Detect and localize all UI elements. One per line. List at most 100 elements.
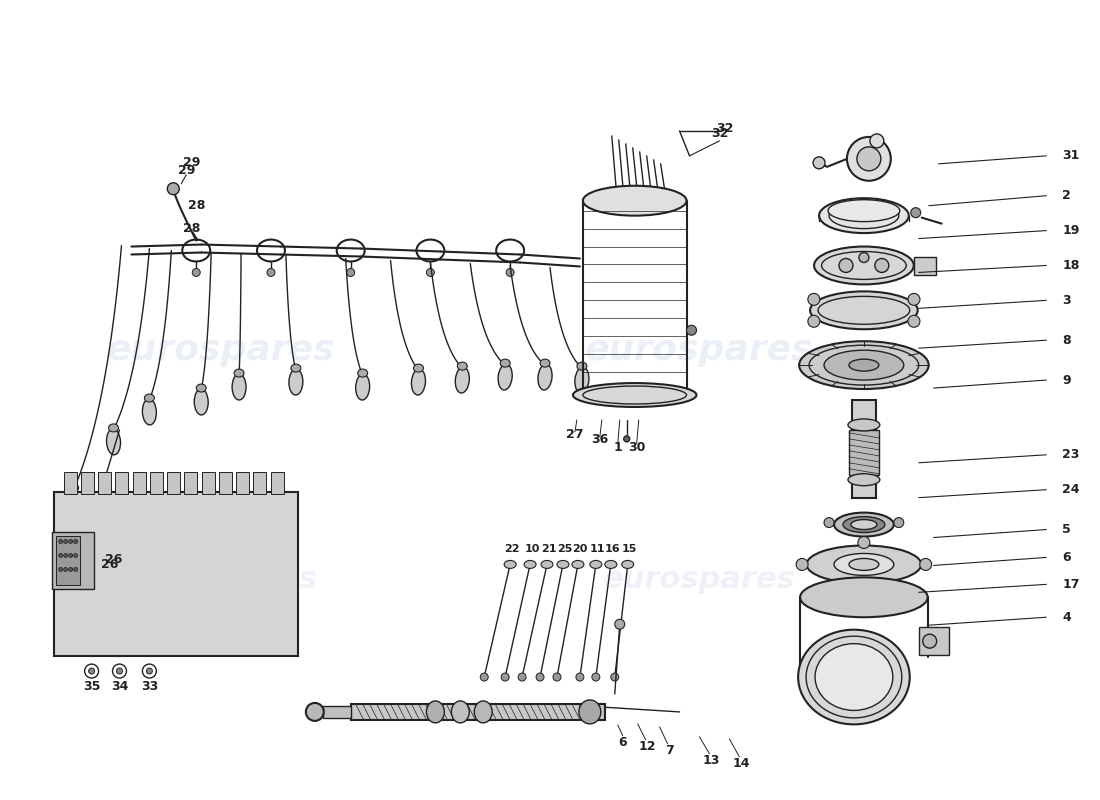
Ellipse shape [232, 374, 246, 400]
Bar [116, 472, 129, 494]
Circle shape [192, 269, 200, 277]
Ellipse shape [234, 369, 244, 377]
Ellipse shape [414, 364, 424, 372]
Ellipse shape [810, 291, 917, 330]
Circle shape [74, 539, 78, 543]
Text: 20: 20 [572, 545, 587, 554]
Bar [849, 430, 879, 474]
Circle shape [89, 668, 95, 674]
Ellipse shape [196, 384, 206, 392]
Circle shape [908, 294, 920, 306]
Circle shape [167, 182, 179, 194]
Ellipse shape [834, 554, 894, 575]
Text: 14: 14 [733, 758, 750, 770]
Ellipse shape [815, 644, 893, 710]
Circle shape [859, 253, 869, 262]
Ellipse shape [575, 367, 589, 393]
Circle shape [911, 208, 921, 218]
Ellipse shape [820, 198, 909, 233]
Ellipse shape [458, 362, 468, 370]
Bar [219, 472, 232, 494]
Circle shape [58, 554, 63, 558]
Circle shape [502, 673, 509, 681]
Ellipse shape [848, 474, 880, 486]
Bar [150, 472, 163, 494]
Bar [851, 400, 876, 498]
Ellipse shape [504, 561, 516, 569]
Text: 28: 28 [187, 199, 205, 212]
Text: eurospares: eurospares [124, 565, 318, 594]
Ellipse shape [67, 489, 80, 514]
Ellipse shape [824, 350, 904, 380]
Circle shape [68, 554, 73, 558]
Circle shape [858, 537, 870, 549]
Text: 18: 18 [1063, 259, 1079, 272]
Circle shape [146, 668, 153, 674]
Text: 3: 3 [1063, 294, 1070, 307]
Text: 29: 29 [183, 156, 200, 170]
Ellipse shape [579, 700, 601, 724]
Text: 1: 1 [614, 442, 623, 454]
Bar [236, 472, 249, 494]
Ellipse shape [455, 367, 470, 393]
Text: 11: 11 [590, 545, 606, 554]
Text: 26: 26 [104, 553, 122, 566]
Bar [81, 472, 94, 494]
Ellipse shape [799, 342, 928, 389]
Ellipse shape [583, 186, 686, 216]
Text: 17: 17 [1063, 578, 1080, 591]
Circle shape [920, 558, 932, 570]
Text: 32: 32 [716, 122, 733, 135]
Circle shape [807, 294, 820, 306]
Text: 31: 31 [1063, 150, 1079, 162]
Ellipse shape [800, 578, 927, 618]
Text: 8: 8 [1063, 334, 1070, 346]
Circle shape [592, 673, 600, 681]
Ellipse shape [572, 561, 584, 569]
Text: 9: 9 [1063, 374, 1070, 386]
Text: 24: 24 [1063, 483, 1080, 496]
Circle shape [95, 519, 102, 527]
Ellipse shape [474, 701, 492, 723]
Text: 5: 5 [1063, 523, 1071, 536]
Bar [56, 535, 79, 586]
Ellipse shape [540, 359, 550, 367]
Bar [167, 472, 180, 494]
Circle shape [870, 134, 883, 148]
Circle shape [796, 558, 808, 570]
Text: 15: 15 [621, 545, 637, 554]
Ellipse shape [427, 701, 444, 723]
Circle shape [847, 137, 891, 181]
Circle shape [824, 518, 834, 527]
Ellipse shape [94, 493, 103, 506]
Text: 21: 21 [541, 545, 557, 554]
Circle shape [64, 554, 68, 558]
Ellipse shape [573, 383, 696, 407]
Ellipse shape [834, 513, 894, 537]
Circle shape [64, 567, 68, 571]
Circle shape [908, 315, 920, 327]
Circle shape [74, 567, 78, 571]
Bar [271, 472, 284, 494]
Ellipse shape [557, 561, 569, 569]
Ellipse shape [799, 630, 910, 724]
Text: 34: 34 [111, 679, 129, 693]
Ellipse shape [144, 394, 154, 402]
Ellipse shape [195, 389, 208, 415]
Circle shape [839, 258, 853, 273]
Text: 36: 36 [591, 434, 608, 446]
Bar [185, 472, 197, 494]
Circle shape [857, 147, 881, 170]
Text: eurospares: eurospares [603, 565, 796, 594]
Ellipse shape [498, 364, 513, 390]
Text: 6: 6 [1063, 551, 1070, 564]
Text: 12: 12 [639, 740, 657, 754]
Text: 23: 23 [1063, 448, 1079, 462]
Text: 27: 27 [566, 428, 584, 442]
Circle shape [267, 269, 275, 277]
Circle shape [306, 703, 323, 721]
Circle shape [858, 580, 870, 592]
Circle shape [58, 567, 63, 571]
Circle shape [686, 326, 696, 335]
Ellipse shape [621, 561, 634, 569]
